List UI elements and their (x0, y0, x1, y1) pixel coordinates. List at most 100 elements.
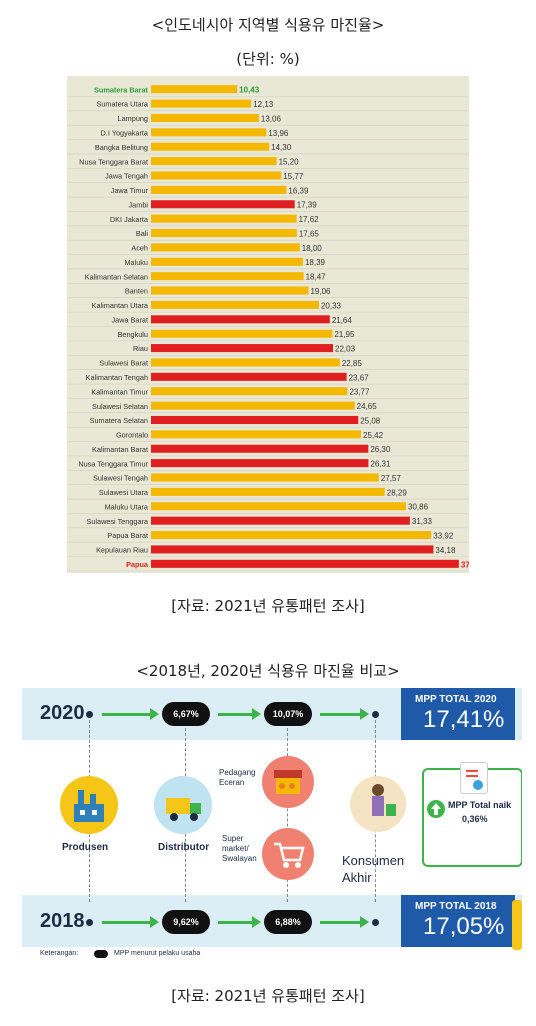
shopper-icon (350, 776, 406, 832)
value-label: 30,86 (408, 503, 429, 512)
bar (151, 228, 297, 238)
legend-prefix: Keterangan: (40, 950, 79, 957)
bar (151, 214, 297, 223)
pill-2018-retail: 6,88% (264, 910, 312, 934)
value-label: 12,13 (253, 100, 274, 109)
bar (151, 286, 309, 295)
bar (151, 459, 369, 468)
value-label: 23,77 (349, 388, 370, 397)
bar (151, 358, 340, 367)
flow-arrow (218, 708, 261, 720)
dashed-connector (287, 728, 288, 902)
total-2020-value: 17,41% (423, 706, 505, 733)
label-pedagang: Pedagang Eceran (219, 768, 256, 787)
flow-arrow (320, 708, 369, 720)
bar (151, 243, 300, 252)
total-2018-box: MPP TOTAL 2018 17,05% (401, 895, 515, 947)
category-label: Papua Barat (107, 531, 148, 540)
value-label: 18,00 (302, 244, 323, 253)
value-label: 33,92 (433, 531, 454, 540)
value-label: 26,31 (370, 460, 391, 469)
total-2018-label: MPP TOTAL 2018 (415, 901, 497, 912)
value-label: 22,85 (342, 359, 363, 368)
category-label: Sulawesi Selatan (92, 402, 148, 411)
mpp-increase-box: MPP Total naik 0,36% (422, 762, 522, 867)
up-arrow-icon (427, 800, 445, 818)
value-label: 20,33 (321, 301, 342, 310)
category-label: Jambi (129, 200, 149, 209)
category-label: Kalimantan Barat (92, 445, 148, 454)
year-2018: 2018 (40, 910, 85, 932)
truck-icon (154, 776, 212, 834)
category-label: Nusa Tenggara Timur (78, 459, 148, 468)
bar (151, 185, 287, 194)
bar (151, 387, 348, 396)
category-label: Jawa Tengah (105, 172, 148, 181)
category-label: Sulawesi Tengah (93, 474, 148, 483)
infographic-title: <2018년, 2020년 식용유 마진율 비교> (136, 662, 400, 680)
bar (151, 372, 347, 381)
node-dot (86, 919, 93, 926)
bar (151, 487, 385, 496)
infographic-source: [자료: 2021년 유통패턴 조사] (171, 987, 365, 1005)
label-produsen: Produsen (62, 842, 109, 853)
category-label: Sulawesi Tenggara (86, 517, 148, 526)
grocery-stall-icon (262, 756, 314, 808)
category-label: DKI Jakarta (110, 215, 149, 224)
bar (151, 300, 319, 309)
bar (151, 85, 238, 94)
total-2018-value: 17,05% (423, 913, 505, 940)
value-label: 23,67 (349, 373, 370, 382)
bar (151, 315, 330, 324)
value-label: 17,65 (299, 229, 320, 238)
total-2020-box: MPP TOTAL 2020 17,41% (401, 688, 515, 740)
mpp-increase-value: 0,36% (462, 814, 488, 824)
category-label: Sulawesi Barat (99, 359, 148, 368)
margin-bar-chart: Sumatera Barat 10,43 Sumatera Utara 12,13 La… (67, 85, 469, 572)
label-distributor: Distributor (158, 842, 210, 853)
bar (151, 559, 459, 568)
node-dot (86, 711, 93, 718)
category-label: Kalimantan Timur (91, 387, 148, 396)
bar (151, 157, 277, 166)
bar (151, 329, 333, 338)
value-label: 25,42 (363, 431, 384, 440)
bar (151, 272, 304, 281)
bar (151, 545, 434, 554)
margin-comparison-infographic: 2020 6,67% 10,07% MPP TOTAL 2020 17,41% … (22, 688, 522, 963)
category-label: Gorontalo (116, 431, 148, 440)
chart-title: <인도네시아 지역별 식용유 마진율> (151, 16, 385, 34)
value-label: 18,47 (306, 273, 327, 282)
category-label: Bengkulu (118, 330, 148, 339)
value-label: 16,39 (288, 186, 309, 195)
value-label: 26,30 (370, 445, 391, 454)
category-label: Kalimantan Tengah (86, 373, 148, 382)
value-label: 22,03 (335, 345, 356, 354)
value-label: 31,33 (412, 517, 433, 526)
value-label: 21,95 (334, 330, 355, 339)
value-label: 13,06 (261, 114, 282, 123)
category-label: Papua (126, 560, 149, 569)
value-label: 24,65 (357, 402, 378, 411)
category-label: Sulawesi Utara (99, 488, 149, 497)
category-label: Sumatera Utara (96, 100, 148, 109)
category-label: Kalimantan Utara (92, 301, 149, 310)
pill-2018-distributor: 9,62% (162, 910, 210, 934)
value-label: 37,26 (461, 560, 469, 569)
value-label: 25,08 (360, 416, 381, 425)
category-label: Sumatera Selatan (90, 416, 148, 425)
value-label: 17,39 (297, 201, 318, 210)
bar (151, 99, 252, 108)
value-label: 13,96 (268, 129, 289, 138)
value-label: 34,18 (435, 546, 456, 555)
category-label: Jawa Timur (111, 186, 149, 195)
shopping-cart-icon (262, 828, 314, 880)
category-label: Maluku Utara (105, 502, 149, 511)
category-label: Aceh (131, 244, 148, 253)
bar (151, 171, 282, 180)
bar (151, 257, 303, 266)
bar (151, 516, 410, 525)
flow-arrow (218, 916, 261, 928)
category-label: Bali (136, 229, 149, 238)
value-label: 27,57 (381, 474, 402, 483)
